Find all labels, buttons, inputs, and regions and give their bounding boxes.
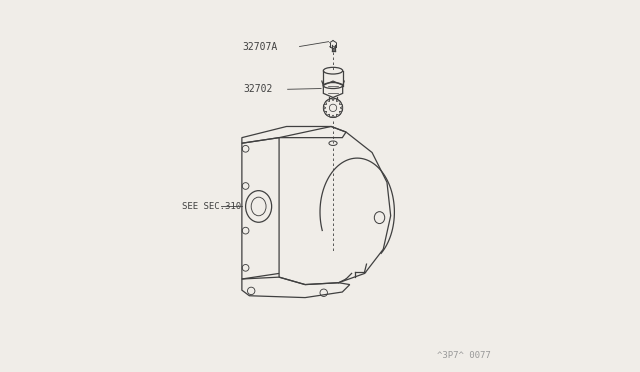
Text: SEE SEC.310: SEE SEC.310	[182, 202, 241, 211]
Text: ^3P7^ 0077: ^3P7^ 0077	[437, 351, 491, 360]
Text: 32707A: 32707A	[242, 42, 277, 51]
Text: 32702: 32702	[243, 84, 273, 94]
